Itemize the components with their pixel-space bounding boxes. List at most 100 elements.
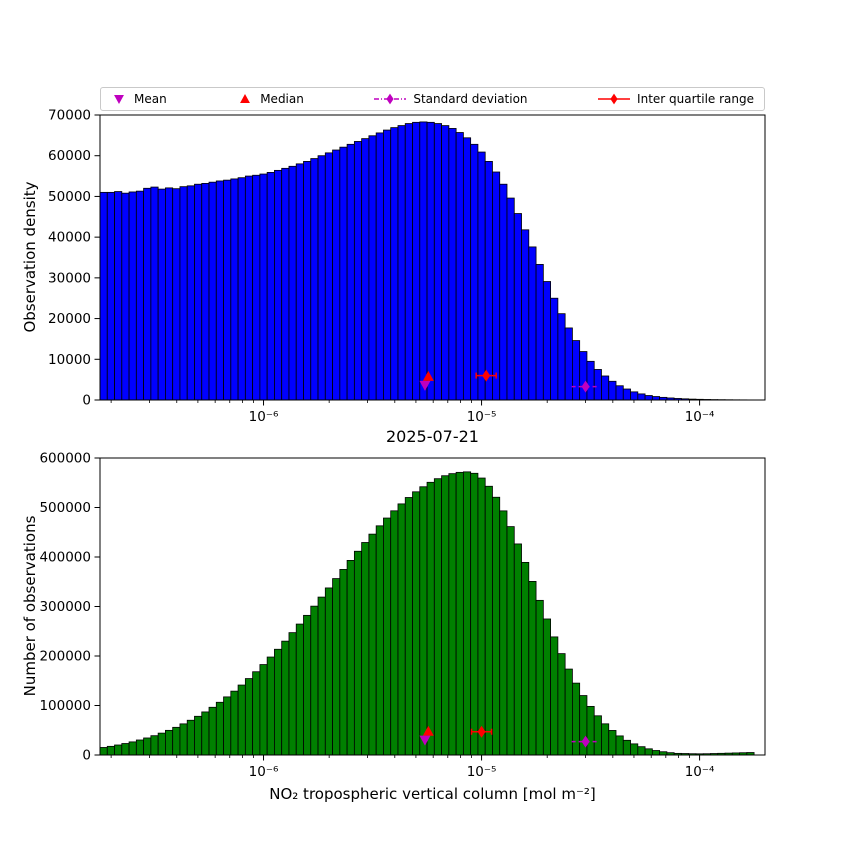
y-axis-label-bottom: Number of observations: [21, 515, 39, 697]
histogram-bar: [194, 715, 203, 756]
histogram-bar: [622, 388, 631, 401]
histogram-bar: [521, 561, 530, 756]
histogram-bar: [128, 741, 137, 756]
histogram-bar: [441, 475, 450, 756]
histogram-bar: [470, 143, 479, 401]
y-tick-label: 200000: [39, 649, 91, 665]
y-tick-label: 40000: [48, 230, 91, 246]
histogram-bar: [644, 395, 653, 401]
legend-item-mean: Mean: [111, 92, 167, 106]
histogram-bar: [572, 682, 581, 756]
histogram-bar: [201, 183, 210, 401]
legend-label: Inter quartile range: [637, 92, 754, 106]
histogram-bar: [259, 173, 268, 401]
histogram-bar: [637, 393, 646, 401]
y-tick-label: 0: [82, 748, 91, 764]
histogram-bar: [375, 132, 384, 401]
histogram-bar: [521, 229, 530, 401]
histogram-bar: [383, 129, 392, 401]
y-tick-label: 60000: [48, 148, 91, 164]
histogram-bar: [135, 190, 145, 401]
histogram-bar: [535, 264, 544, 401]
histogram-bar: [390, 510, 399, 756]
histogram-bar: [601, 723, 610, 756]
histogram-bar: [172, 188, 181, 401]
histogram-bar: [274, 648, 283, 756]
standard-deviation-legend-marker: [386, 93, 394, 105]
histogram-bar: [586, 705, 595, 756]
histogram-bar: [281, 167, 290, 401]
histogram-bar: [165, 729, 174, 756]
inter-quartile-range-marker-icon: [598, 93, 631, 105]
histogram-bar: [346, 143, 355, 401]
histogram-bar: [630, 391, 639, 401]
histogram-bar: [179, 723, 188, 756]
histogram-bar: [114, 191, 123, 401]
x-tick-label: 10⁻⁵: [467, 764, 497, 780]
y-tick-label: 600000: [39, 451, 91, 467]
histogram-bar: [266, 656, 275, 756]
histogram-bar: [542, 618, 552, 756]
histogram-bar: [433, 123, 442, 401]
histogram-bar: [513, 213, 522, 401]
legend-item-inter-quartile-range: Inter quartile range: [598, 92, 754, 106]
histogram-bars: [99, 121, 755, 401]
standard-deviation-marker-icon: [374, 93, 407, 105]
histogram-bar: [165, 187, 174, 401]
y-axis-label-top: Observation density: [21, 181, 39, 333]
histogram-bar: [223, 179, 232, 401]
histogram-bar: [310, 605, 319, 756]
histogram-bar: [332, 149, 341, 401]
histogram-bar: [150, 735, 159, 756]
histogram-bar: [412, 491, 421, 756]
histogram-bar: [462, 137, 472, 401]
histogram-bar: [252, 671, 261, 756]
histogram-bar: [288, 165, 297, 401]
histogram-bar: [528, 581, 537, 756]
histogram-bar: [426, 121, 435, 401]
histogram-bar: [492, 496, 501, 756]
histogram-bar: [557, 653, 566, 756]
histogram-bar: [433, 478, 442, 756]
histogram-bar: [114, 744, 123, 756]
legend-item-median: Median: [237, 92, 304, 106]
histogram-bar: [564, 668, 573, 756]
histogram-bar: [484, 161, 493, 401]
histogram-bar: [346, 560, 355, 756]
histogram-bar: [572, 340, 581, 401]
histogram-bar: [550, 297, 559, 401]
histogram-bar: [368, 135, 377, 401]
x-tick-label: 10⁻⁶: [249, 764, 279, 780]
legend-label: Median: [260, 92, 304, 106]
y-tick-label: 70000: [48, 108, 91, 124]
histogram-bar: [121, 192, 130, 401]
histogram-bar: [506, 197, 515, 401]
mean-marker: [419, 380, 431, 391]
histogram-bar: [310, 158, 319, 401]
histogram-bar: [513, 543, 522, 756]
histogram-bar: [230, 178, 239, 401]
histogram-bar: [564, 327, 573, 401]
histogram-bar: [143, 737, 152, 756]
histogram-bar: [455, 132, 464, 401]
y-tick-label: 10000: [48, 352, 91, 368]
histogram-bar: [550, 636, 559, 756]
histogram-bar: [615, 735, 624, 756]
histogram-bar: [644, 748, 653, 756]
histogram-bar: [353, 141, 363, 401]
std-marker: [581, 380, 590, 393]
histogram-bar: [593, 369, 602, 401]
histogram-bar: [186, 185, 195, 401]
density-histogram-chart: 10⁻⁶ 10⁻⁵ 10⁻⁴ 0 10000 20000 30000 40000 50000 60…: [48, 108, 766, 425]
histogram-bar: [230, 690, 239, 756]
histogram-bar: [499, 183, 508, 401]
histogram-bar: [586, 360, 595, 401]
histogram-bar: [143, 187, 152, 401]
histogram-bar: [215, 701, 224, 756]
histogram-bar: [317, 155, 326, 401]
histogram-bar: [215, 180, 224, 401]
histogram-bars: [99, 471, 755, 756]
median-marker: [422, 725, 434, 736]
date-title: 2025-07-21: [386, 427, 479, 446]
histogram-bar: [470, 472, 479, 756]
